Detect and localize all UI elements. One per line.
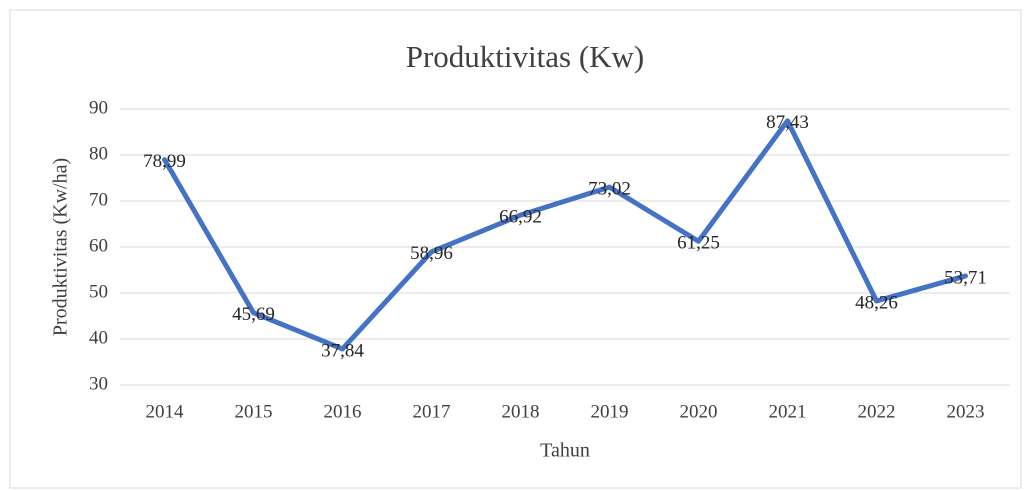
x-tick-label: 2023	[947, 401, 985, 422]
line-series	[162, 118, 968, 352]
data-label: 37,84	[321, 340, 364, 361]
chart-title: Produktivitas (Kw)	[406, 39, 645, 74]
x-tick-label: 2021	[769, 401, 807, 422]
x-tick-label: 2018	[502, 401, 540, 422]
data-label: 53,71	[944, 267, 987, 288]
data-label: 48,26	[855, 292, 898, 313]
x-tick-label: 2014	[146, 401, 185, 422]
y-tick-label: 70	[89, 189, 108, 210]
data-label: 58,96	[410, 243, 453, 264]
y-tick-label: 40	[89, 327, 108, 348]
data-label: 45,69	[232, 304, 275, 325]
data-label: 73,02	[588, 178, 631, 199]
x-tick-label: 2017	[413, 401, 451, 422]
x-tick-label: 2015	[235, 401, 273, 422]
y-tick-label: 80	[89, 143, 108, 164]
x-tick-label: 2019	[591, 401, 629, 422]
y-axis-label: Produktivitas (Kw/ha)	[50, 158, 72, 336]
data-label: 61,25	[677, 233, 720, 254]
x-axis-label: Tahun	[540, 440, 590, 462]
x-tick-label: 2020	[680, 401, 718, 422]
x-tick-label: 2022	[858, 401, 896, 422]
data-label: 87,43	[766, 112, 809, 133]
x-tick-label: 2016	[324, 401, 362, 422]
y-tick-label: 30	[89, 373, 108, 394]
y-tick-label: 60	[89, 235, 108, 256]
data-label: 66,92	[499, 207, 542, 228]
y-tick-label: 90	[89, 97, 108, 118]
data-label: 78,99	[143, 151, 186, 172]
y-tick-label: 50	[89, 281, 108, 302]
